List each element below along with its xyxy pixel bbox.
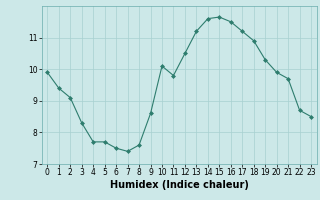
X-axis label: Humidex (Indice chaleur): Humidex (Indice chaleur) bbox=[110, 180, 249, 190]
